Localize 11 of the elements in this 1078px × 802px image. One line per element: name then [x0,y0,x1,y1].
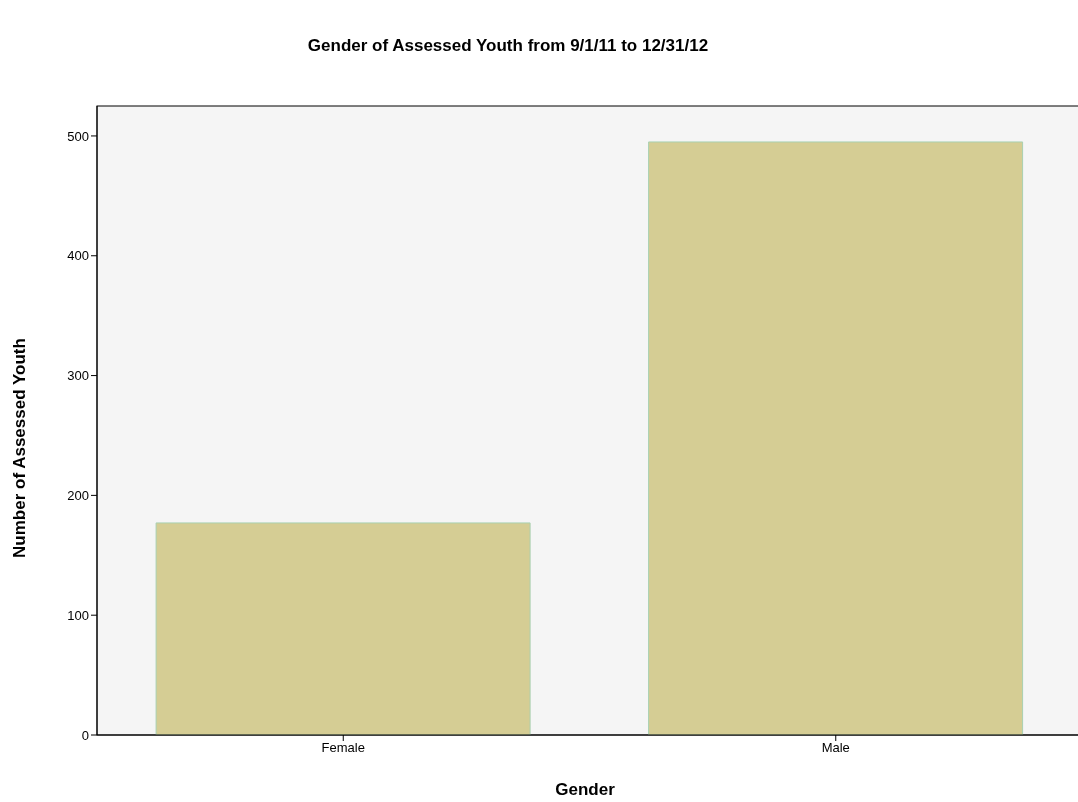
y-tick-label: 500 [67,128,89,144]
x-axis-title: Gender [554,780,616,800]
x-tick-label: Male [821,740,850,756]
y-tick-label: 200 [67,488,89,503]
y-axis-title: Number of Assessed Youth [10,337,30,560]
y-tick-label: 300 [67,368,89,384]
chart-title: Gender of Assessed Youth from 9/1/11 to 12/31/12 [306,36,710,56]
x-tick-label: Female [321,740,365,756]
y-tick-label: 100 [67,607,89,623]
y-tick-label: 0 [81,727,89,743]
y-tick-label: 400 [67,248,89,264]
